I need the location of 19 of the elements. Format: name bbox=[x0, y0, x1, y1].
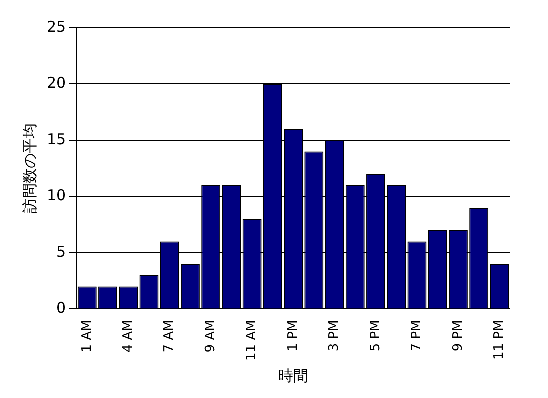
y-tick-label: 5 bbox=[56, 242, 66, 261]
y-tick-label: 15 bbox=[46, 130, 66, 148]
x-tick-label: 11 PM bbox=[492, 320, 508, 360]
x-tick-label: 9 PM bbox=[450, 320, 466, 352]
x-axis-title: 時間 bbox=[278, 366, 309, 385]
x-tick-label: 1 PM bbox=[286, 320, 301, 352]
x-tick-label: 1 AM bbox=[80, 320, 95, 353]
y-tick-label: 10 bbox=[46, 186, 66, 205]
x-tick-label: 4 AM bbox=[121, 320, 136, 353]
x-tick-label: 7 PM bbox=[410, 320, 425, 352]
y-tick-label: 25 bbox=[46, 18, 66, 36]
y-axis-title: 訪問数の平均 bbox=[20, 124, 39, 214]
x-tick-label: 5 PM bbox=[368, 320, 384, 352]
x-tick-label: 11 AM bbox=[244, 320, 260, 362]
y-tick-label: 0 bbox=[56, 299, 66, 318]
x-tick-label: 9 AM bbox=[203, 320, 218, 353]
x-tick-label: 7 AM bbox=[162, 320, 178, 353]
y-tick-label: 20 bbox=[46, 74, 66, 92]
x-tick-label: 3 PM bbox=[327, 320, 342, 352]
